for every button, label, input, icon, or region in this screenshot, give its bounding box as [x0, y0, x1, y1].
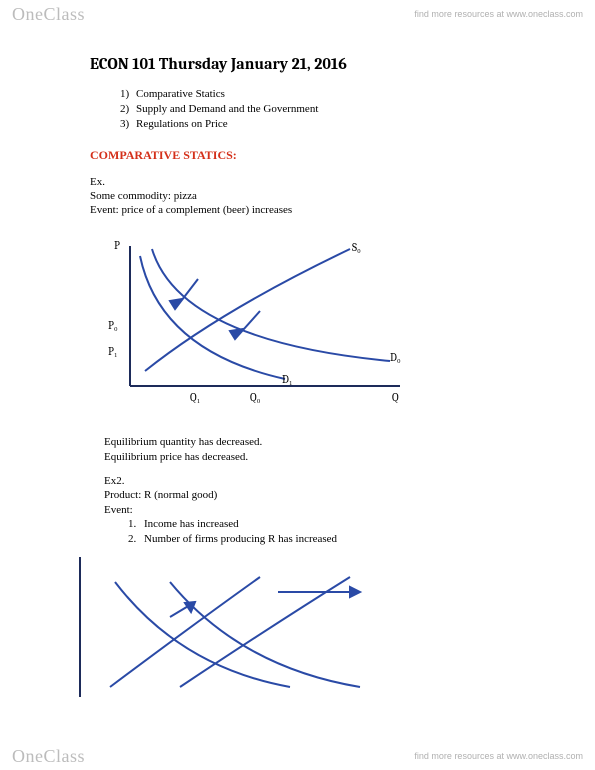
example1-line: Event: price of a complement (beer) incr…	[90, 203, 535, 217]
example1-label: Ex.	[90, 175, 535, 189]
outline-text: Regulations on Price	[136, 118, 228, 130]
supply-demand-chart-1: P P₀ P₁ Q₁ Q₀ Q S₀ D₀ D₁	[90, 231, 430, 421]
footer-tagline: find more resources at www.oneclass.com	[414, 751, 583, 761]
curve-label-S0: S₀	[352, 241, 361, 254]
brand-text: OneClass	[12, 746, 85, 766]
outline-item: 2)Supply and Demand and the Government	[120, 102, 535, 117]
axis-label-P: P	[114, 239, 120, 252]
example1-line: Some commodity: pizza	[90, 189, 535, 203]
header-tagline: find more resources at www.oneclass.com	[414, 9, 583, 19]
sublist-item: 2.Number of firms producing R has increa…	[128, 532, 535, 547]
axis-label-Q1: Q₁	[190, 391, 200, 404]
brand-logo: OneClass	[12, 746, 85, 767]
example2-sublist: 1.Income has increased 2.Number of firms…	[128, 517, 535, 547]
section-heading: COMPARATIVE STATICS:	[90, 148, 535, 163]
brand-text: OneClass	[12, 4, 85, 24]
outline-item: 3)Regulations on Price	[120, 117, 535, 132]
document-body: ECON 101 Thursday January 21, 2016 1)Com…	[90, 55, 535, 697]
outline-text: Supply and Demand and the Government	[136, 103, 318, 115]
brand-logo: OneClass	[12, 4, 85, 25]
page-footer: OneClass find more resources at www.onec…	[0, 742, 595, 770]
document-title: ECON 101 Thursday January 21, 2016	[90, 55, 535, 73]
outline-list: 1)Comparative Statics 2)Supply and Deman…	[120, 87, 535, 132]
axis-label-Q: Q	[392, 391, 399, 404]
curve-label-D1: D₁	[282, 373, 293, 386]
equilibrium-note: Equilibrium quantity has decreased.	[104, 435, 535, 449]
example2-line: Product: R (normal good)	[104, 488, 535, 502]
equilibrium-note: Equilibrium price has decreased.	[104, 450, 535, 464]
sublist-text: Income has increased	[144, 518, 239, 530]
chart2-svg	[60, 557, 400, 697]
example2-line: Event:	[104, 503, 535, 517]
axis-label-P1: P₁	[108, 345, 118, 358]
axis-label-P0: P₀	[108, 319, 118, 332]
curve-label-D0: D₀	[390, 351, 401, 364]
sublist-item: 1.Income has increased	[128, 517, 535, 532]
axis-label-Q0: Q₀	[250, 391, 260, 404]
sublist-text: Number of firms producing R has increase…	[144, 533, 337, 545]
outline-item: 1)Comparative Statics	[120, 87, 535, 102]
example2-label: Ex2.	[104, 474, 535, 488]
supply-demand-chart-2	[60, 557, 400, 697]
page-header: OneClass find more resources at www.onec…	[0, 0, 595, 28]
outline-text: Comparative Statics	[136, 88, 225, 100]
